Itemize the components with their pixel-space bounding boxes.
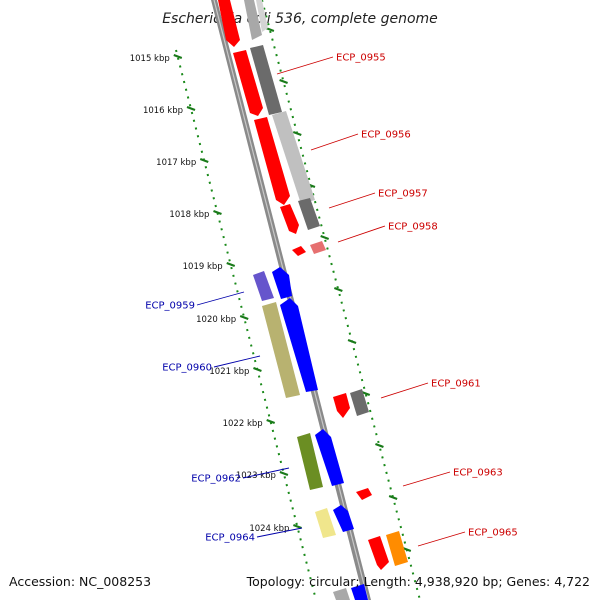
cds-feature[interactable]: [280, 204, 299, 234]
tick-mark: [375, 442, 384, 449]
gene-feature[interactable]: [298, 198, 320, 230]
gene-feature[interactable]: [310, 241, 326, 254]
gene-feature[interactable]: [244, 0, 262, 40]
tick-mark: [173, 53, 183, 60]
map-title: Escherichia coli 536, complete genome: [162, 11, 438, 27]
gene-labels: ECP_0955 ECP_0956 ECP_0957 ECP_0958 ECP_0961…: [145, 53, 518, 544]
gene-feature[interactable]: [262, 302, 300, 398]
tick-label: 1020 kbp: [196, 315, 236, 325]
features: [218, 0, 408, 600]
cds-feature[interactable]: [333, 505, 354, 532]
leader-line: [417, 531, 466, 547]
leader-line: [256, 527, 303, 538]
gene-label[interactable]: ECP_0955: [336, 53, 386, 64]
gene-label[interactable]: ECP_0957: [378, 189, 428, 200]
cds-feature[interactable]: [254, 117, 290, 205]
tick-mark: [361, 390, 371, 397]
label-leaders: [196, 56, 466, 547]
gene-label[interactable]: ECP_0960: [162, 363, 212, 374]
cds-feature[interactable]: [333, 393, 350, 418]
tick-label: 1019 kbp: [183, 262, 223, 272]
leader-line: [276, 56, 334, 75]
tick-mark: [292, 130, 302, 137]
tick-mark: [186, 105, 196, 112]
tick-mark: [213, 209, 222, 216]
gene-feature[interactable]: [250, 45, 282, 115]
cds-feature[interactable]: [218, 0, 240, 47]
tick-mark: [347, 338, 357, 345]
tick-label: 1021 kbp: [209, 367, 249, 377]
tick-mark: [293, 523, 302, 530]
gene-feature[interactable]: [350, 389, 369, 416]
gene-label[interactable]: ECP_0961: [431, 379, 481, 390]
gene-label[interactable]: ECP_0964: [205, 533, 255, 544]
tick-mark: [253, 366, 262, 373]
cds-feature[interactable]: [356, 488, 372, 500]
leader-line: [242, 467, 290, 479]
tick-mark: [320, 234, 330, 241]
cds-feature[interactable]: [292, 246, 306, 256]
cds-feature[interactable]: [233, 50, 263, 116]
tick-mark: [279, 470, 289, 477]
gene-label[interactable]: ECP_0958: [388, 222, 438, 233]
tick-mark: [333, 286, 343, 293]
leader-line: [337, 225, 386, 243]
tick-label: 1017 kbp: [156, 158, 196, 168]
tick-mark: [266, 418, 276, 425]
tick-label: 1023 kbp: [236, 471, 276, 481]
gene-label[interactable]: ECP_0959: [145, 301, 195, 312]
tick-label: 1016 kbp: [143, 106, 183, 116]
tick-label: 1018 kbp: [169, 210, 209, 220]
tick-group: 1015 kbp 1016 kbp 1017 kbp 1018 kbp 1019 kbp…: [130, 26, 412, 553]
tick-label: 1022 kbp: [223, 419, 263, 429]
tick-mark: [239, 314, 249, 321]
tick-mark: [279, 78, 288, 85]
tick-mark: [226, 261, 236, 268]
gene-feature[interactable]: [272, 111, 315, 204]
leader-line: [380, 382, 429, 399]
accession-text: Accession: NC_008253: [9, 574, 152, 589]
gene-label[interactable]: ECP_0956: [361, 130, 411, 141]
gene-feature[interactable]: [253, 271, 274, 301]
gene-feature[interactable]: [256, 0, 268, 32]
tick-mark: [199, 157, 209, 164]
tick-label: 1024 kbp: [249, 524, 289, 534]
tick-label: 1015 kbp: [130, 54, 170, 64]
genome-summary: Topology: circular; Length: 4,938,920 bp…: [246, 574, 590, 589]
leader-line: [310, 133, 359, 151]
leader-line: [196, 291, 245, 306]
gene-feature[interactable]: [315, 508, 336, 538]
leader-line: [402, 471, 451, 487]
gene-label[interactable]: ECP_0965: [468, 528, 518, 539]
cds-feature[interactable]: [315, 429, 344, 486]
gene-feature[interactable]: [386, 531, 408, 566]
gene-label[interactable]: ECP_0963: [453, 468, 503, 479]
gene-feature[interactable]: [297, 433, 323, 490]
ruler-left: [175, 49, 317, 600]
tick-mark: [388, 494, 398, 501]
cds-feature[interactable]: [280, 298, 318, 392]
tick-mark: [402, 546, 412, 553]
gene-feature[interactable]: [333, 588, 350, 600]
cds-feature[interactable]: [368, 536, 389, 570]
cds-feature[interactable]: [272, 267, 292, 299]
leader-line: [213, 355, 261, 368]
leader-line: [328, 192, 376, 209]
gene-label[interactable]: ECP_0962: [191, 474, 241, 485]
cds-feature[interactable]: [351, 584, 368, 600]
